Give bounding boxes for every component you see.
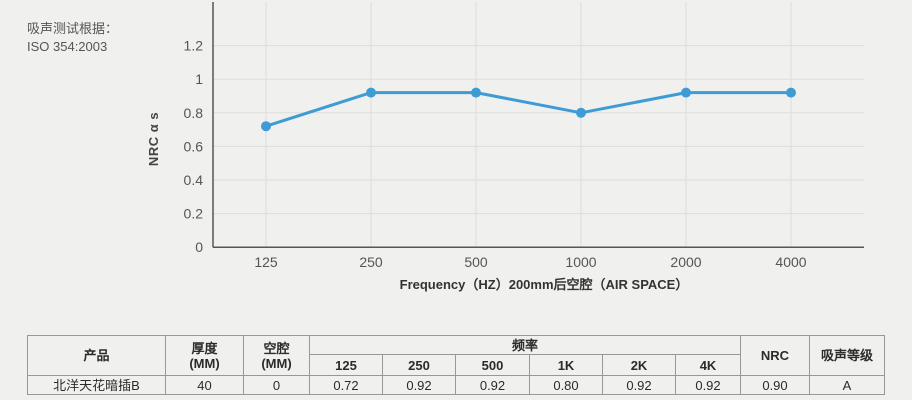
svg-text:NRC α s: NRC α s <box>146 112 161 166</box>
svg-text:1.2: 1.2 <box>184 38 204 54</box>
svg-text:1: 1 <box>195 71 203 87</box>
svg-text:Frequency（HZ）200mm后空腔（AIR SPAC: Frequency（HZ）200mm后空腔（AIR SPACE） <box>400 277 689 292</box>
svg-text:0.2: 0.2 <box>184 206 204 222</box>
svg-text:500: 500 <box>464 254 488 270</box>
svg-text:4000: 4000 <box>775 254 806 270</box>
svg-text:250: 250 <box>359 254 383 270</box>
svg-text:1000: 1000 <box>565 254 596 270</box>
svg-text:0.8: 0.8 <box>184 105 204 121</box>
svg-text:0: 0 <box>195 239 203 255</box>
svg-text:2000: 2000 <box>670 254 701 270</box>
svg-text:125: 125 <box>254 254 278 270</box>
svg-text:0.6: 0.6 <box>184 138 204 154</box>
svg-text:0.4: 0.4 <box>184 172 204 188</box>
